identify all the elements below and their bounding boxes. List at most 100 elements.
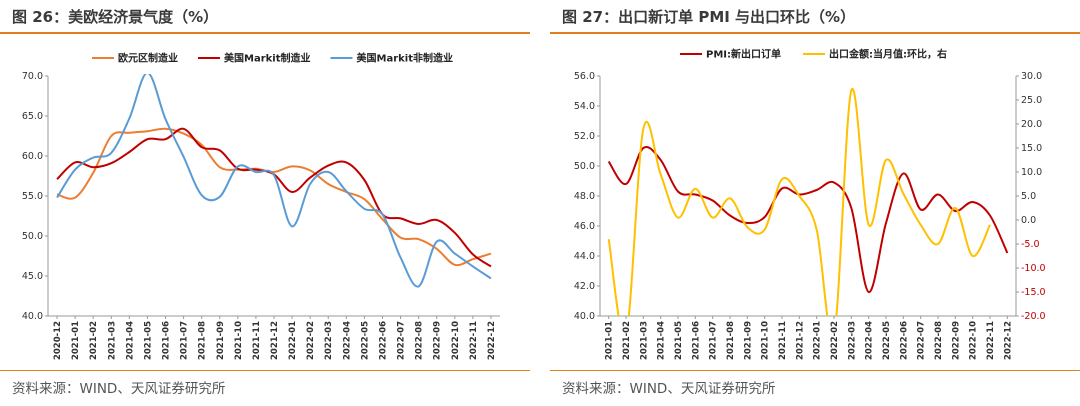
x-tick-label: 2021-10 — [761, 321, 771, 360]
x-tick-label: 2022-12 — [487, 321, 497, 360]
x-tick-label: 2021-07 — [180, 321, 190, 360]
y2-tick-label: 15.0 — [1021, 143, 1042, 154]
y2-tick-label: 10.0 — [1021, 167, 1042, 178]
x-tick-label: 2021-02 — [89, 321, 99, 360]
chart-panel-export: 图 27：出口新订单 PMI 与出口环比（%） 40.0 42.0 44.0 46.0… — [550, 0, 1080, 406]
y-tick-label: 48.0 — [574, 191, 595, 202]
chart-export-pmi: 40.0 42.0 44.0 46.0 48.0 50.0 52.0 54.0 56.0 -20.… — [574, 48, 1046, 361]
y-tick-label: 45.0 — [22, 271, 43, 282]
y-tick-label: 42.0 — [574, 281, 595, 292]
x-tick-label: 2021-01 — [605, 321, 615, 360]
y-tick-label: 56.0 — [574, 71, 595, 82]
x-tick-label: 2021-02 — [622, 321, 632, 360]
series-line — [56, 74, 492, 288]
x-tick-label: 2021-08 — [726, 321, 736, 360]
y2-tick-label: 30.0 — [1021, 71, 1042, 82]
legend-label: PMI:新出口订单 — [706, 48, 781, 61]
legend-label: 出口金额:当月值:环比，右 — [829, 48, 947, 61]
x-tick-label: 2021-12 — [795, 321, 805, 360]
x-tick-label: 2022-06 — [378, 321, 388, 360]
x-tick-label: 2022-08 — [934, 321, 944, 360]
x-tick-label: 2022-03 — [324, 321, 334, 360]
y-tick-label: 55.0 — [22, 191, 43, 202]
y2-tick-label: -10.0 — [1021, 263, 1046, 274]
chart-title: 图 26：美欧经济景气度（%） — [12, 8, 219, 26]
y2-tick-label: -20.0 — [1021, 311, 1046, 322]
series-line — [607, 146, 1009, 294]
y2-tick-label: 20.0 — [1021, 119, 1042, 130]
legend-label: 欧元区制造业 — [118, 52, 178, 65]
legend-label: 美国Markit制造业 — [224, 52, 311, 65]
chart-title: 图 27：出口新订单 PMI 与出口环比（%） — [562, 8, 856, 26]
x-tick-label: 2022-11 — [986, 321, 996, 360]
x-tick-label: 2021-09 — [743, 321, 753, 360]
x-tick-label: 2021-05 — [674, 321, 684, 360]
y-tick-label: 50.0 — [574, 161, 595, 172]
x-tick-label: 2021-07 — [709, 321, 719, 360]
x-tick-label: 2021-03 — [107, 321, 117, 360]
x-tick-label: 2021-06 — [162, 321, 172, 360]
x-tick-label: 2021-01 — [71, 321, 81, 360]
y-tick-label: 60.0 — [22, 151, 43, 162]
x-tick-label: 2022-09 — [951, 321, 961, 360]
x-tick-label: 2022-09 — [433, 321, 443, 360]
series-line — [56, 127, 492, 268]
chart-euro-us-pmi: 40.0 45.0 50.0 55.0 60.0 65.0 70.0 2020-12 2021-… — [22, 52, 500, 360]
source-rule — [550, 370, 1080, 371]
y2-tick-label: 25.0 — [1021, 95, 1042, 106]
title-rule — [550, 32, 1080, 34]
series-line — [607, 87, 991, 316]
x-tick-label: 2022-03 — [847, 321, 857, 360]
x-tick-label: 2021-03 — [639, 321, 649, 360]
x-tick-label: 2021-08 — [198, 321, 208, 360]
chart-source: 资料来源：WIND、天风证券研究所 — [12, 381, 226, 397]
y2-tick-label: -5.0 — [1021, 239, 1040, 250]
x-tick-label: 2022-06 — [899, 321, 909, 360]
title-rule — [0, 32, 530, 34]
x-tick-label: 2022-07 — [917, 321, 927, 360]
y2-tick-label: 5.0 — [1021, 191, 1036, 202]
y-tick-label: 52.0 — [574, 131, 595, 142]
x-tick-label: 2022-02 — [830, 321, 840, 360]
x-tick-label: 2022-05 — [882, 321, 892, 360]
y-tick-label: 50.0 — [22, 231, 43, 242]
x-tick-label: 2021-04 — [125, 321, 135, 360]
source-rule — [0, 370, 530, 371]
x-tick-label: 2022-04 — [865, 321, 875, 360]
x-tick-label: 2022-01 — [813, 321, 823, 360]
x-tick-label: 2020-12 — [53, 321, 63, 360]
x-tick-label: 2021-12 — [270, 321, 280, 360]
x-tick-label: 2021-06 — [691, 321, 701, 360]
x-tick-label: 2022-08 — [415, 321, 425, 360]
y2-tick-label: -15.0 — [1021, 287, 1046, 298]
x-tick-label: 2022-12 — [1003, 321, 1013, 360]
x-tick-label: 2021-09 — [216, 321, 226, 360]
chart-source: 资料来源：WIND、天风证券研究所 — [562, 381, 776, 397]
x-tick-label: 2022-01 — [288, 321, 298, 360]
x-tick-label: 2022-02 — [306, 321, 316, 360]
legend-label: 美国Markit非制造业 — [357, 52, 454, 65]
x-tick-label: 2021-11 — [252, 321, 262, 360]
x-tick-label: 2022-10 — [451, 321, 461, 360]
x-tick-label: 2022-11 — [469, 321, 479, 360]
chart-panel-euro-us: 图 26：美欧经济景气度（%） 40.0 45.0 50.0 55.0 60.0 65.0… — [0, 0, 530, 406]
y-tick-label: 40.0 — [574, 311, 595, 322]
y-tick-label: 40.0 — [22, 311, 43, 322]
x-tick-label: 2022-10 — [969, 321, 979, 360]
x-tick-label: 2022-07 — [397, 321, 407, 360]
x-tick-label: 2021-04 — [657, 321, 667, 360]
x-tick-label: 2021-10 — [234, 321, 244, 360]
y2-tick-label: 0.0 — [1021, 215, 1036, 226]
y-tick-label: 44.0 — [574, 251, 595, 262]
y-tick-label: 46.0 — [574, 221, 595, 232]
plot-area — [56, 74, 492, 288]
y-tick-label: 65.0 — [22, 111, 43, 122]
plot-area — [607, 87, 1009, 316]
x-tick-label: 2022-05 — [360, 321, 370, 360]
y-tick-label: 70.0 — [22, 71, 43, 82]
y-tick-label: 54.0 — [574, 101, 595, 112]
x-tick-label: 2022-04 — [342, 321, 352, 360]
x-tick-label: 2021-11 — [778, 321, 788, 360]
x-tick-label: 2021-05 — [143, 321, 153, 360]
series-line — [56, 127, 492, 267]
